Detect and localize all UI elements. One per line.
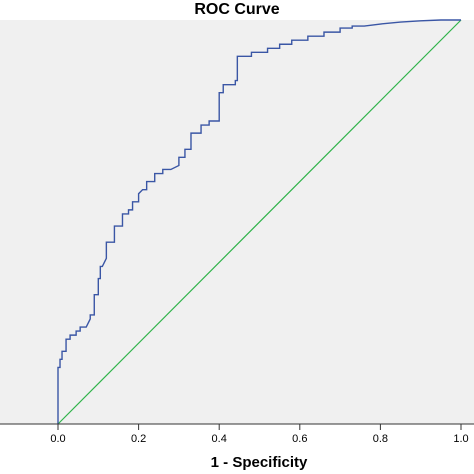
plot-area [0, 20, 474, 424]
chart-title: ROC Curve [194, 1, 279, 18]
x-tick-label: 0.0 [50, 433, 65, 445]
x-tick-label: 0.6 [292, 433, 307, 445]
x-axis-ticks: 0.0 0.2 0.4 0.6 0.8 1.0 [50, 424, 469, 445]
x-tick-label: 0.2 [131, 433, 146, 445]
x-tick-label: 0.4 [212, 433, 227, 445]
roc-curve-line [57, 19, 461, 424]
reference-diagonal-line [57, 19, 462, 425]
x-axis-label: 1 - Specificity [211, 454, 308, 471]
x-tick-label: 0.8 [373, 433, 388, 445]
x-tick-label: 1.0 [453, 433, 468, 445]
